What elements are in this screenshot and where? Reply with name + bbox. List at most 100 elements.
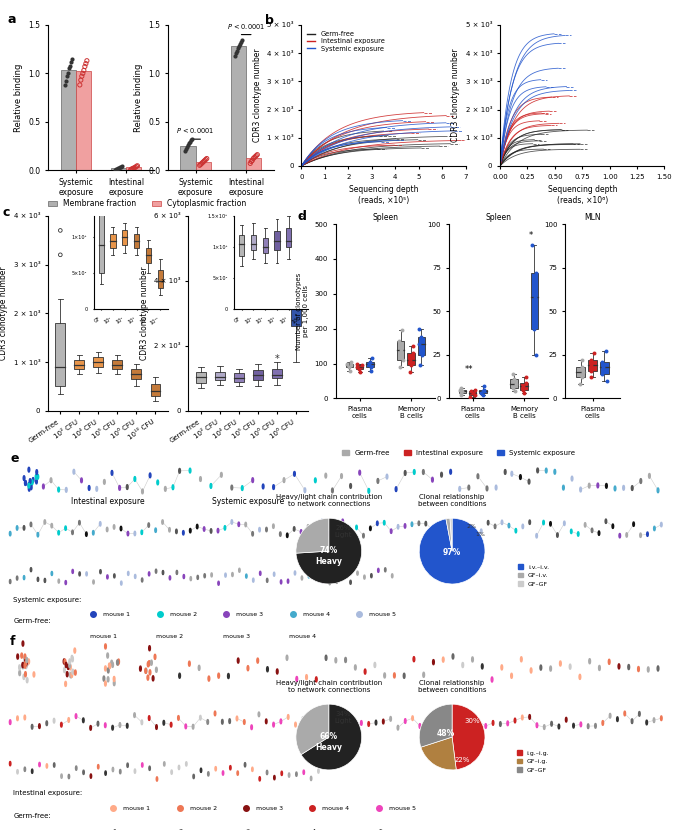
Bar bbox=[93, 357, 103, 367]
Circle shape bbox=[628, 665, 630, 670]
Circle shape bbox=[571, 530, 572, 534]
Circle shape bbox=[450, 470, 451, 474]
Circle shape bbox=[215, 767, 216, 771]
Circle shape bbox=[468, 486, 470, 490]
Circle shape bbox=[82, 718, 84, 723]
Circle shape bbox=[515, 529, 516, 533]
Circle shape bbox=[425, 521, 427, 526]
Circle shape bbox=[551, 721, 552, 726]
Circle shape bbox=[149, 473, 151, 478]
Circle shape bbox=[142, 763, 143, 767]
Title: Spleen: Spleen bbox=[486, 213, 511, 222]
Circle shape bbox=[23, 476, 25, 481]
Point bbox=[601, 374, 612, 388]
Text: mouse 1: mouse 1 bbox=[103, 612, 130, 617]
Circle shape bbox=[562, 486, 564, 490]
Point bbox=[82, 54, 92, 67]
Circle shape bbox=[543, 520, 545, 525]
Circle shape bbox=[332, 488, 334, 493]
Circle shape bbox=[329, 581, 330, 584]
Bar bbox=[253, 370, 263, 380]
Circle shape bbox=[569, 664, 571, 669]
Circle shape bbox=[25, 663, 27, 669]
Circle shape bbox=[336, 579, 338, 583]
Circle shape bbox=[423, 470, 424, 475]
Circle shape bbox=[32, 480, 33, 485]
Circle shape bbox=[612, 524, 614, 529]
Point bbox=[366, 352, 377, 365]
Point bbox=[352, 360, 363, 374]
Point bbox=[180, 142, 191, 155]
Circle shape bbox=[155, 667, 158, 672]
Text: 48%: 48% bbox=[436, 730, 455, 738]
Circle shape bbox=[247, 666, 249, 671]
Circle shape bbox=[580, 722, 582, 727]
Circle shape bbox=[149, 715, 150, 720]
Circle shape bbox=[88, 486, 90, 491]
Point bbox=[397, 354, 408, 367]
Point bbox=[182, 139, 193, 152]
Point bbox=[110, 164, 121, 177]
Bar bbox=[151, 384, 160, 396]
Text: *: * bbox=[529, 231, 533, 240]
Point bbox=[129, 161, 140, 174]
Circle shape bbox=[16, 716, 18, 720]
Circle shape bbox=[193, 774, 195, 779]
Circle shape bbox=[116, 660, 119, 665]
Bar bbox=[196, 372, 206, 383]
Circle shape bbox=[24, 663, 26, 668]
Y-axis label: Relative binding: Relative binding bbox=[14, 63, 23, 132]
Circle shape bbox=[25, 662, 27, 667]
Circle shape bbox=[208, 772, 209, 776]
Circle shape bbox=[21, 653, 23, 658]
Circle shape bbox=[266, 666, 269, 671]
Circle shape bbox=[97, 721, 99, 726]
Circle shape bbox=[314, 532, 316, 536]
Circle shape bbox=[127, 531, 129, 536]
Circle shape bbox=[69, 659, 71, 664]
Circle shape bbox=[218, 581, 219, 585]
Point bbox=[61, 70, 72, 83]
Circle shape bbox=[232, 573, 233, 577]
Circle shape bbox=[190, 577, 192, 581]
Circle shape bbox=[28, 467, 29, 472]
Circle shape bbox=[480, 529, 482, 534]
Point bbox=[75, 73, 86, 86]
Bar bbox=[366, 362, 374, 367]
Circle shape bbox=[105, 644, 106, 649]
Circle shape bbox=[647, 667, 649, 672]
Circle shape bbox=[113, 525, 115, 530]
Circle shape bbox=[120, 769, 121, 774]
Circle shape bbox=[155, 528, 156, 532]
Point bbox=[518, 383, 529, 397]
Circle shape bbox=[626, 533, 627, 537]
Bar bbox=[510, 379, 518, 388]
Point bbox=[112, 162, 123, 175]
Circle shape bbox=[75, 714, 77, 719]
Circle shape bbox=[493, 720, 494, 725]
Point bbox=[416, 349, 427, 362]
Circle shape bbox=[423, 672, 425, 677]
Circle shape bbox=[207, 720, 208, 725]
Circle shape bbox=[183, 574, 184, 579]
Circle shape bbox=[453, 525, 454, 530]
Text: 66%
Heavy: 66% Heavy bbox=[315, 732, 342, 752]
Circle shape bbox=[418, 521, 420, 525]
Point bbox=[521, 371, 532, 384]
Circle shape bbox=[332, 725, 333, 730]
Circle shape bbox=[32, 725, 33, 729]
Circle shape bbox=[28, 659, 29, 664]
Circle shape bbox=[121, 581, 122, 585]
Point bbox=[575, 378, 586, 391]
Circle shape bbox=[362, 534, 364, 538]
Point bbox=[125, 164, 136, 177]
Circle shape bbox=[134, 531, 136, 535]
Circle shape bbox=[108, 668, 109, 673]
Circle shape bbox=[68, 718, 69, 722]
Bar bbox=[215, 372, 225, 380]
Circle shape bbox=[384, 568, 386, 572]
Circle shape bbox=[649, 473, 650, 478]
Circle shape bbox=[443, 657, 444, 662]
Circle shape bbox=[147, 675, 149, 680]
Circle shape bbox=[17, 654, 18, 659]
